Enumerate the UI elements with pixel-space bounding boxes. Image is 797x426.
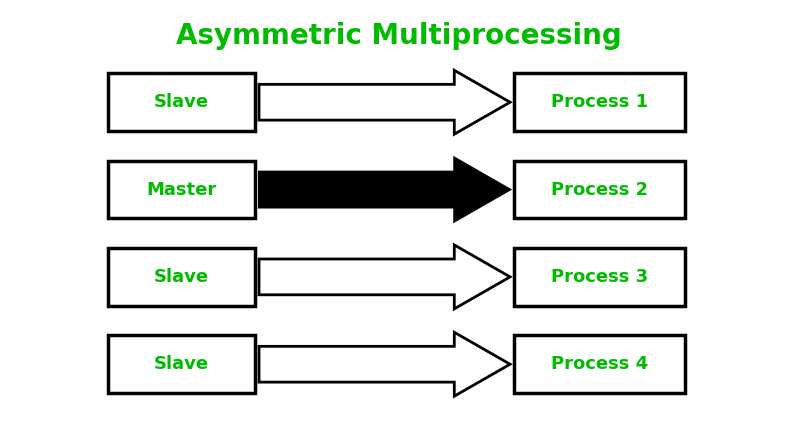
Text: Process 1: Process 1 bbox=[552, 93, 648, 111]
Polygon shape bbox=[259, 332, 510, 396]
Bar bbox=[514, 161, 685, 218]
Bar bbox=[108, 73, 255, 131]
Text: Asymmetric Multiprocessing: Asymmetric Multiprocessing bbox=[175, 22, 622, 50]
Polygon shape bbox=[259, 158, 510, 222]
Bar bbox=[108, 248, 255, 306]
Text: Slave: Slave bbox=[154, 268, 209, 286]
Bar bbox=[514, 73, 685, 131]
Bar bbox=[514, 336, 685, 393]
Text: Master: Master bbox=[146, 181, 217, 199]
Text: Process 4: Process 4 bbox=[552, 355, 648, 373]
Polygon shape bbox=[259, 70, 510, 134]
Bar bbox=[514, 248, 685, 306]
Text: Process 2: Process 2 bbox=[552, 181, 648, 199]
Text: Slave: Slave bbox=[154, 355, 209, 373]
Bar bbox=[108, 336, 255, 393]
Text: Process 3: Process 3 bbox=[552, 268, 648, 286]
Polygon shape bbox=[259, 245, 510, 309]
Text: Slave: Slave bbox=[154, 93, 209, 111]
Bar bbox=[108, 161, 255, 218]
